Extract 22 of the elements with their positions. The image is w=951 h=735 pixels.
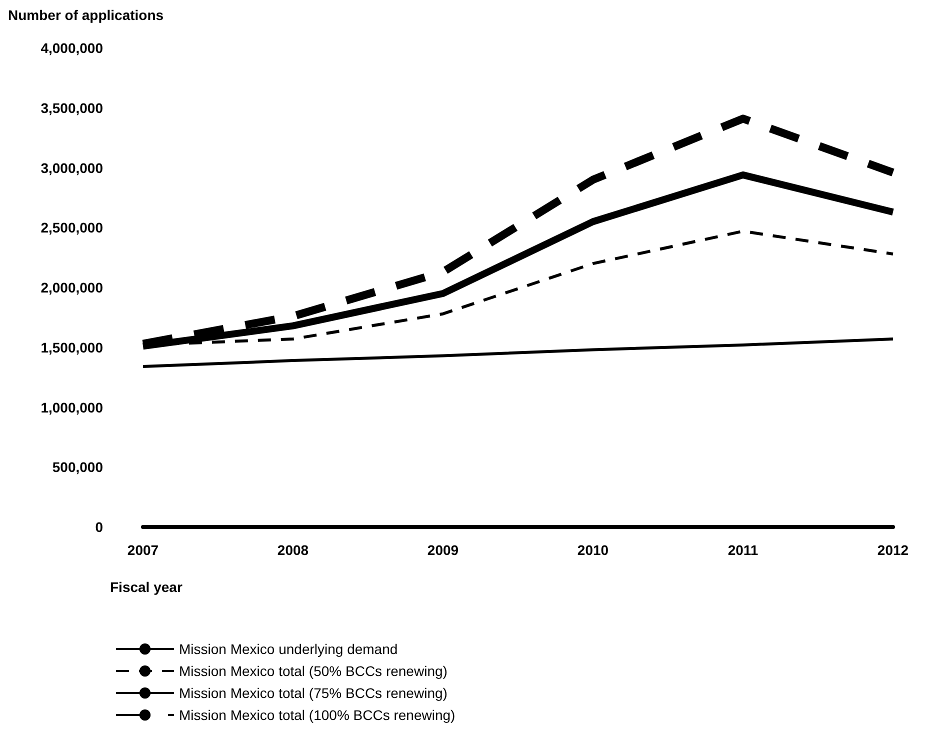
y-tick-label: 2,000,000 [40,280,104,296]
y-axis-title: Number of applications [8,7,164,23]
y-tick-label: 3,500,000 [40,100,104,116]
y-tick-label: 4,000,000 [40,40,104,56]
y-tick-label: 1,000,000 [40,399,104,416]
legend-label: Mission Mexico total (75% BCCs renewing) [179,685,448,701]
legend-label: Mission Mexico total (50% BCCs renewing) [179,663,448,679]
legend-label: Mission Mexico total (100% BCCs renewing) [179,707,456,723]
x-tick-label: 2007 [127,542,159,558]
x-tick-label: 2010 [577,542,609,558]
y-tick-label: 3,000,000 [40,160,104,176]
legend-label: Mission Mexico underlying demand [179,641,398,657]
x-tick-label: 2008 [277,542,309,558]
y-tick-label: 1,500,000 [40,339,104,356]
x-tick-label: 2009 [427,542,459,558]
line-series [142,337,894,368]
y-tick-label: 500,000 [52,459,104,476]
y-tick-label: 0 [95,519,104,535]
x-axis-title: Fiscal year [110,579,183,595]
y-tick-label: 2,500,000 [40,220,104,236]
x-tick-label: 2012 [877,542,909,558]
x-tick-label: 2011 [728,542,758,558]
